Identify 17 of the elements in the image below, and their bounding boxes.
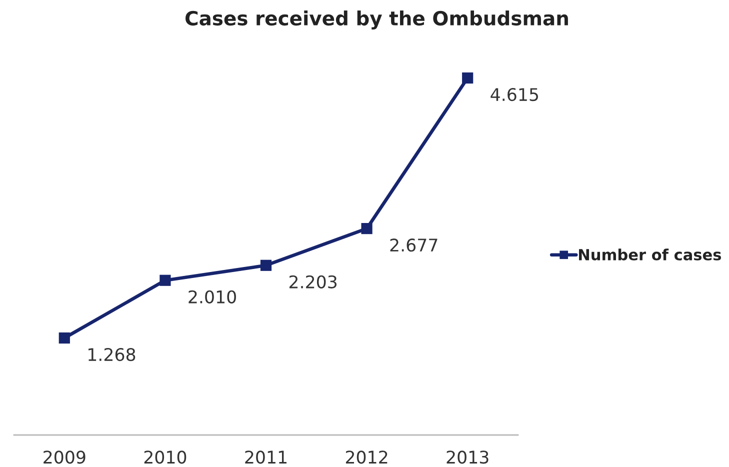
point	[260, 260, 272, 271]
data-label: 2.203	[289, 275, 337, 288]
point	[462, 72, 474, 84]
data-label: 2.010	[188, 290, 236, 304]
x-tick-label: 2009	[44, 450, 86, 464]
legend-label: Number of cases	[579, 248, 721, 260]
x-tick-label: 2012	[346, 450, 388, 464]
data-label: 4.615	[490, 88, 538, 102]
point	[160, 274, 171, 286]
point	[58, 332, 70, 344]
data-label: 2.677	[390, 238, 438, 252]
chart-title: Cases received by the Ombudsman	[186, 10, 568, 30]
data-label: 1.268	[88, 348, 136, 362]
point	[361, 222, 372, 234]
x-tick-label: 2011	[245, 450, 286, 464]
x-tick-label: 2013	[446, 450, 488, 464]
x-tick-label: 2010	[144, 450, 186, 464]
